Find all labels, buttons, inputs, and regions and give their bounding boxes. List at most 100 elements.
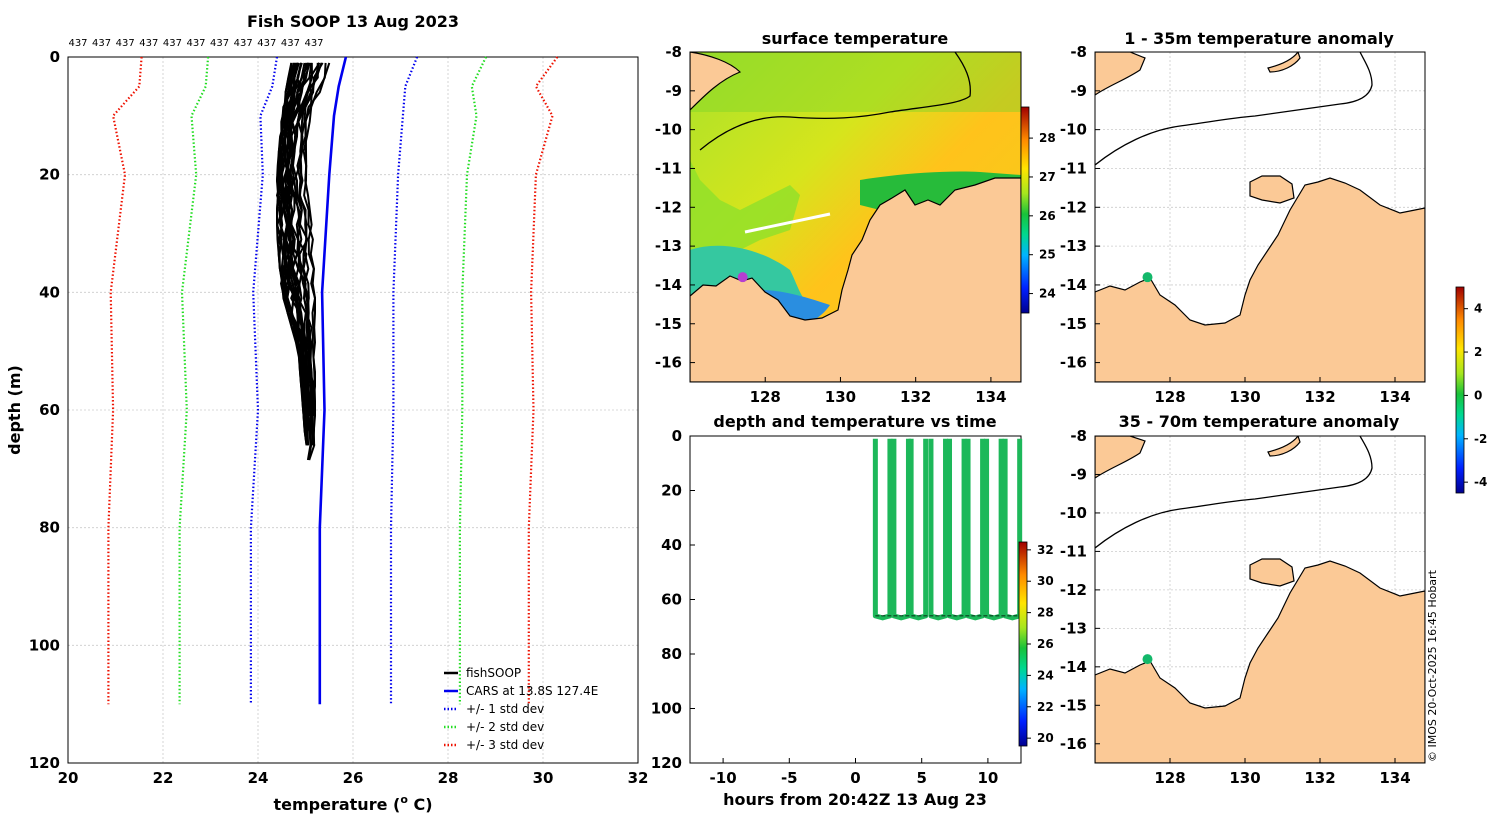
profile-std-line-std2 — [458, 56, 487, 705]
colorbar-tick-label: 4 — [1474, 302, 1482, 316]
imos-credit: © IMOS 20-Oct-2025 16:45 Hobart — [1426, 569, 1439, 762]
colorbar-tick-label: 26 — [1037, 637, 1054, 651]
anom-shallow-title: 1 - 35m temperature anomaly — [1124, 29, 1394, 48]
map-x-tick-label: 128 — [1154, 769, 1185, 787]
anom-shallow-island — [1267, 52, 1301, 73]
map-y-tick-label: -10 — [1060, 504, 1087, 522]
timeseries-cast — [984, 438, 1004, 621]
legend-label-soop: fishSOOP — [466, 666, 521, 680]
map-y-tick-label: -8 — [1070, 43, 1087, 61]
map-x-tick-label: 132 — [1304, 769, 1335, 787]
map-y-tick-label: -13 — [1060, 619, 1087, 637]
anomaly-colorbar — [1455, 286, 1465, 494]
profile-x-ticks: 20 22 24 26 28 30 32 — [58, 769, 649, 787]
profile-std-line-std3 — [527, 56, 559, 705]
map-y-tick-label: -16 — [1060, 735, 1087, 753]
profile-x-tick-label: 30 — [533, 769, 554, 787]
legend-label-cars: CARS at 13.8S 127.4E — [466, 684, 598, 698]
map-x-tick-label: 134 — [1379, 388, 1410, 406]
sst-title: surface temperature — [762, 29, 949, 48]
profile-fishsoop-cast — [293, 62, 319, 446]
profile-count-label: 437 — [92, 38, 111, 49]
anom-shallow-cast-marker — [1142, 272, 1153, 283]
map-x-tick-label: 132 — [900, 388, 931, 406]
profile-x-tick-label: 20 — [58, 769, 79, 787]
profile-x-tick-label: 28 — [438, 769, 459, 787]
anom-deep-panel: 35 - 70m temperature anomaly 128 130 132 13… — [1060, 412, 1426, 787]
timeseries-cast — [947, 438, 967, 621]
anom-deep-map — [1095, 436, 1425, 763]
anom-deep-island — [1267, 436, 1301, 457]
profile-y-tick-label: 60 — [39, 401, 60, 419]
timeseries-y-tick-label: 100 — [651, 700, 682, 718]
timeseries-colorbar — [1018, 541, 1028, 747]
anom-deep-land-south — [1095, 560, 1425, 763]
timeseries-axes-box — [689, 435, 1022, 764]
timeseries-panel: depth and temperature vs time -10 -5 0 5 100… — [651, 412, 1054, 809]
map-y-tick-label: -12 — [655, 198, 682, 216]
profile-std-line-std1 — [389, 56, 419, 705]
colorbar-tick-label: -2 — [1474, 432, 1487, 446]
timeseries-y-tick-label: 40 — [661, 536, 682, 554]
timeseries-x-tick-label: 0 — [850, 769, 860, 787]
timeseries-y-tick-label: 120 — [651, 754, 682, 772]
map-y-tick-label: -9 — [1070, 82, 1087, 100]
map-x-tick-label: 130 — [1229, 388, 1260, 406]
sst-cool-west — [690, 160, 800, 265]
map-x-tick-label: 130 — [1229, 769, 1260, 787]
colorbar-tick-label: 32 — [1037, 543, 1054, 557]
map-y-tick-label: -11 — [1060, 159, 1087, 177]
sst-cloud-gap — [744, 212, 831, 234]
anom-deep-title: 35 - 70m temperature anomaly — [1119, 412, 1400, 431]
timeseries-y-tick-label: 80 — [661, 645, 682, 663]
timeseries-colorbar-ticks: 32 30 28 26 24 22 20 — [1027, 543, 1054, 745]
sst-bathymetry-contour — [699, 52, 971, 151]
colorbar-tick-label: 25 — [1039, 248, 1056, 262]
profile-panel: Fish SOOP 13 Aug 2023 437 437 437 437 437 437… — [5, 12, 648, 814]
timeseries-cast — [872, 438, 893, 621]
anom-deep-land-north — [1095, 436, 1146, 479]
map-y-tick-label: -14 — [1060, 276, 1087, 294]
anom-shallow-contour — [1095, 52, 1373, 166]
sst-colorbar — [1020, 106, 1030, 314]
profile-axes-box — [67, 56, 639, 764]
profile-y-tick-label: 100 — [29, 636, 60, 654]
sst-north-band — [690, 52, 1021, 112]
map-y-tick-label: -10 — [1060, 121, 1087, 139]
profile-count-label: 437 — [186, 38, 205, 49]
timeseries-cast — [891, 438, 911, 621]
colorbar-tick-label: 20 — [1037, 731, 1054, 745]
anom-deep-cast-marker — [1142, 654, 1153, 665]
anom-shallow-land-north — [1095, 52, 1146, 96]
timeseries-cast — [965, 438, 986, 621]
legend-label-std2: +/- 2 std dev — [466, 720, 544, 734]
timeseries-x-label: hours from 20:42Z 13 Aug 23 — [723, 790, 987, 809]
profile-std-line-std2 — [178, 56, 210, 705]
map-y-tick-label: -13 — [655, 237, 682, 255]
colorbar-tick-label: 26 — [1039, 209, 1056, 223]
anom-deep-axes-box — [1094, 435, 1426, 764]
profile-y-tick-label: 0 — [50, 48, 60, 66]
sst-ticks: 128 130 132 134 -8 -9 -10 -11 -12 -13 -14 -15 -16 — [655, 43, 1007, 406]
profile-count-label: 437 — [234, 38, 253, 49]
colorbar-tick-label: 22 — [1037, 700, 1054, 714]
colorbar-tick-label: 28 — [1037, 606, 1054, 620]
profile-count-label: 437 — [257, 38, 276, 49]
timeseries-x-tick-label: 5 — [916, 769, 926, 787]
timeseries-y-tick-label: 60 — [661, 591, 682, 609]
map-y-tick-label: -12 — [1060, 198, 1087, 216]
sst-cast-marker — [737, 272, 748, 283]
map-y-tick-label: -9 — [665, 82, 682, 100]
profile-count-label: 437 — [68, 38, 87, 49]
profile-std-lines — [107, 56, 559, 705]
profile-count-label: 437 — [281, 38, 300, 49]
anom-deep-island-2 — [1249, 558, 1295, 587]
timeseries-casts — [872, 438, 1023, 621]
profile-count-label: 437 — [139, 38, 158, 49]
map-y-tick-label: -16 — [655, 354, 682, 372]
profile-count-label: 437 — [210, 38, 229, 49]
colorbar-tick-label: 28 — [1039, 131, 1056, 145]
profile-x-tick-label: 26 — [343, 769, 364, 787]
